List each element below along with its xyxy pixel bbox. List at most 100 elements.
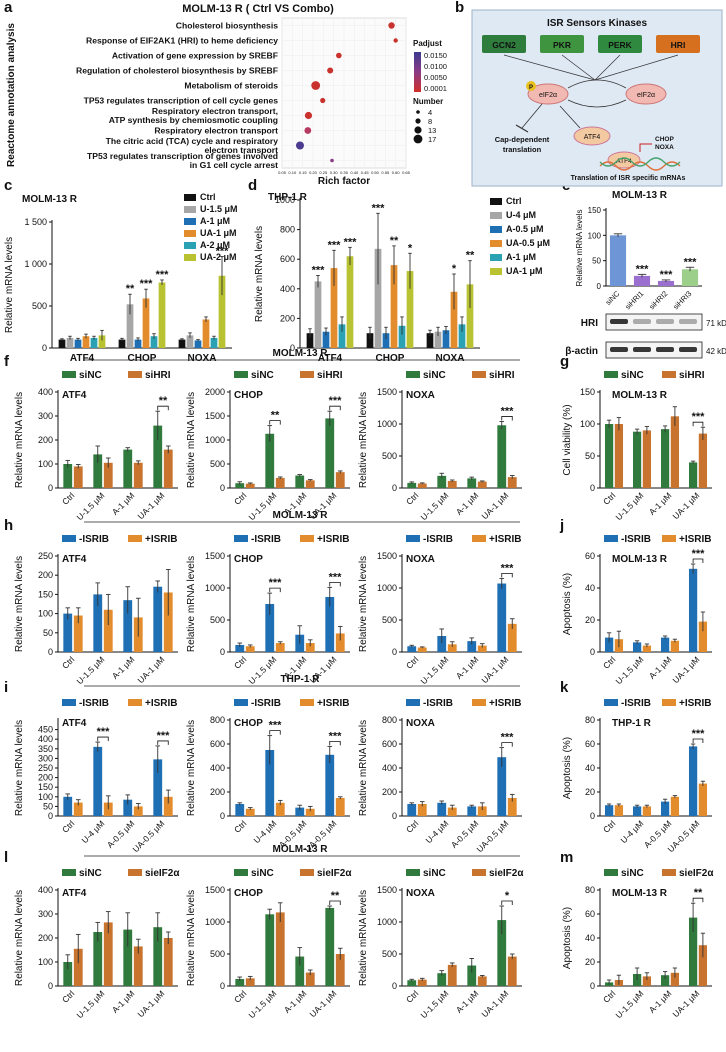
chart-title: MOLM-13 R [612,190,668,201]
y-axis-label: Relative mRNA levels [186,556,197,652]
significance-mark: *** [156,269,170,281]
y-tick-label: 0 [590,811,595,821]
significance-bracket [692,421,704,427]
y-tick-label: 1500 [205,411,225,421]
x-tick-label: siHRI2 [647,289,669,311]
y-tick-label: 500 [32,301,47,311]
y-tick-label: 100 [580,419,595,429]
bar [218,275,226,348]
atf4-dna-node [607,151,641,169]
y-tick-label: 1500 [205,551,225,561]
y-tick-label: 1500 [377,387,397,397]
bar [477,645,487,652]
legend-label: siNC [79,868,102,879]
legend-label: siHRI [679,370,705,381]
bar [477,976,487,986]
term-label: in G1 cell cycle arrest [190,160,279,170]
x-tick-label: siHRI1 [623,289,645,311]
section-title: THP-1 R [281,674,321,685]
kinase-box [598,35,642,53]
bar [265,914,275,986]
bar [467,965,477,986]
legend-swatch [234,535,248,542]
y-axis-label: Relative mRNA levels [14,392,25,488]
enrichment-dot [304,111,313,120]
legend-swatch [128,371,142,378]
enrichment-dot [320,97,326,104]
bar [632,642,642,652]
y-tick-label: 400 [280,284,295,294]
legend-swatch [472,535,486,542]
node-label: ATF4 [616,158,632,165]
bar [73,615,83,652]
significance-bracket [269,730,281,735]
y-tick-label: 500 [210,949,225,959]
bar [295,475,305,488]
bar [382,333,390,348]
arrow-line [594,54,621,81]
bar [265,433,275,488]
significance-mark: * [408,242,413,254]
bar [642,806,652,816]
x-tick-label: 0.55 [381,170,390,175]
legend-swatch [300,699,314,706]
bar [98,335,106,348]
cycle-arrow [567,79,627,89]
y-axis-label: Apoptosis (%) [562,737,573,799]
bar [604,805,614,816]
bar [407,980,417,986]
legend-label: +ISRIB [489,698,522,709]
y-tick-label: 500 [382,615,397,625]
y-tick-label: 60 [585,739,595,749]
bar [477,806,487,816]
bar [632,806,642,816]
legend-label: A-2 μM [200,240,230,250]
y-tick-label: 800 [210,715,225,725]
chart-title: THP-1 R [612,718,652,729]
legend-swatch [472,371,486,378]
significance-mark: *** [140,278,154,290]
blot-band [679,319,697,324]
term-label: ATP synthesis by chemiosmotic coupling [109,115,278,125]
bar [325,907,335,986]
bar [447,644,457,652]
x-tick-label: UA-1 μM [136,654,167,685]
legend-swatch [604,699,618,706]
x-tick-label: U-4 μM [424,818,451,845]
x-tick-label: UA-1 μM [480,654,511,685]
x-tick-label: UA-0.5 μM [474,818,510,854]
bar [497,757,507,816]
x-tick-label: U-1.5 μM [614,654,646,686]
chart-title: MOLM-13 R [22,194,78,205]
x-tick-label: U-1.5 μM [75,490,107,522]
y-tick-label: 0 [392,647,397,657]
x-tick-label: UA-0.5 μM [130,818,166,854]
significance-mark: *** [312,264,326,276]
chart-l-ATF4: 0 100 200 300 400 Relative mRNA levels CtrlU-1… [14,868,180,1020]
x-tick-label: U-1.5 μM [75,988,107,1020]
y-tick-label: 0 [220,981,225,991]
significance-mark: *** [157,730,171,742]
significance-bracket [97,736,109,742]
legend-label: UA-0.5 μM [506,238,550,248]
legend-label: siHRI [317,370,343,381]
x-tick-label: U-1.5 μM [614,490,646,522]
x-tick-label: 0.35 [340,170,349,175]
bar [305,643,315,652]
significance-bracket [692,897,704,903]
bar [688,568,698,652]
chart-l-NOXA: 0 500 1000 1500 Relative mRNA levels CtrlU-1.… [358,868,524,1020]
legend-swatch [128,869,142,876]
bar [698,621,708,652]
significance-mark: * [452,263,457,275]
bar [153,425,163,488]
y-tick-label: 500 [382,949,397,959]
x-tick-label: Ctrl [601,988,617,1004]
y-tick-label: 300 [38,753,53,763]
blot-kda: 71 kDa [706,319,726,328]
significance-mark: ** [466,250,475,262]
chart-d: 0 200 400 600 800 1000 Relative mRNA levels ATF… [254,192,480,364]
